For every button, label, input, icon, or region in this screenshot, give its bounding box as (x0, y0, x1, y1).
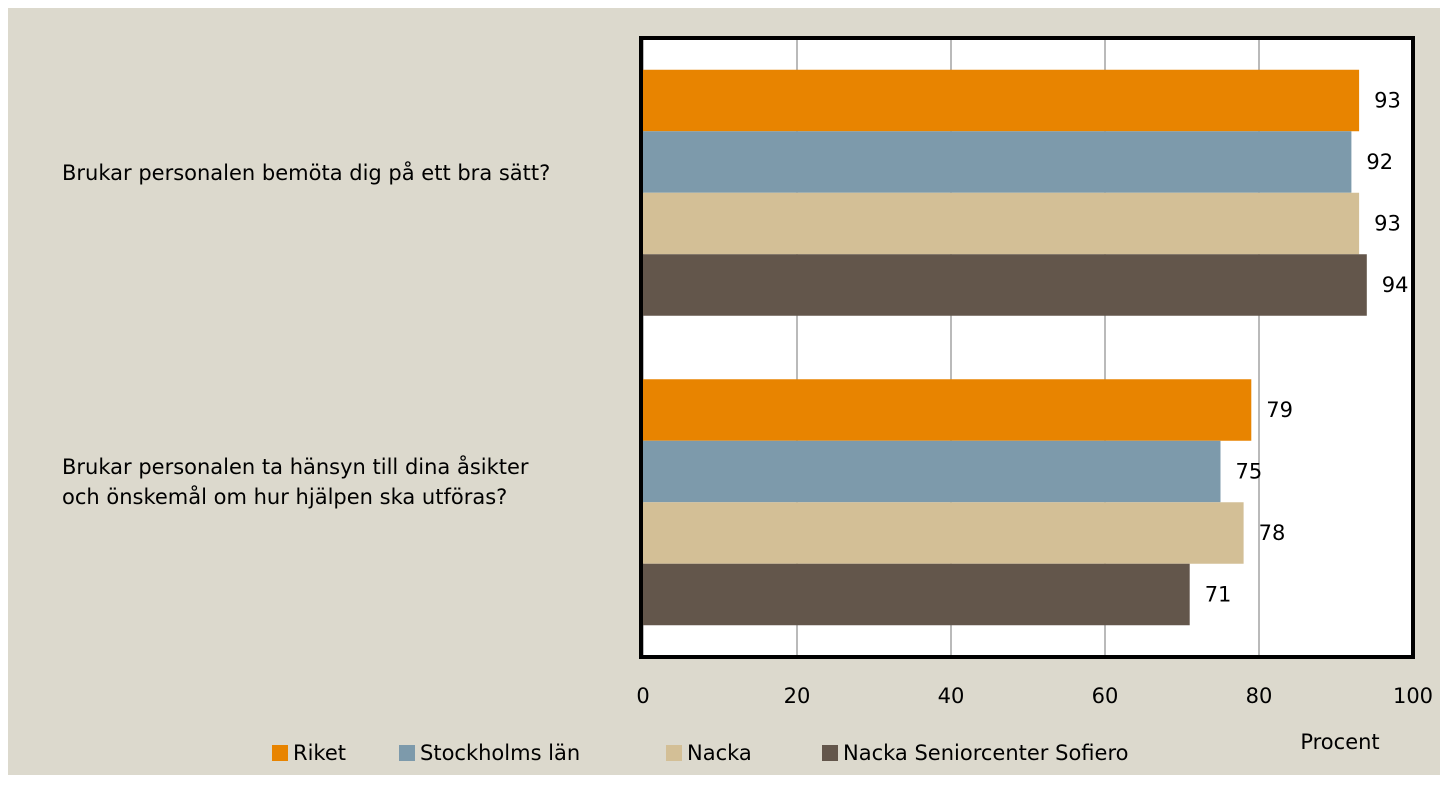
legend-label: Stockholms län (420, 741, 580, 765)
data-label: 71 (1205, 583, 1232, 607)
x-tick-label: 80 (1246, 684, 1273, 708)
legend-label: Nacka Seniorcenter Sofiero (843, 741, 1128, 765)
legend-swatch (666, 745, 682, 761)
x-tick-label: 0 (636, 684, 649, 708)
bar (643, 192, 1360, 255)
bar (643, 254, 1367, 316)
data-label: 75 (1236, 460, 1263, 484)
data-label: 93 (1374, 212, 1401, 236)
bar (643, 502, 1244, 564)
bar (643, 440, 1221, 503)
data-label: 92 (1366, 150, 1393, 174)
bar (643, 131, 1352, 193)
bar (643, 69, 1360, 132)
data-label: 79 (1266, 398, 1293, 422)
legend-swatch (822, 745, 838, 761)
category-label: Brukar personalen ta hänsyn till dina ås… (62, 455, 529, 510)
x-tick-label: 60 (1092, 684, 1119, 708)
plot-border (639, 36, 1415, 659)
x-tick-label: 100 (1393, 684, 1433, 708)
x-tick-label: 40 (938, 684, 965, 708)
x-axis-label: Procent (1300, 730, 1379, 754)
x-tick-label: 20 (784, 684, 811, 708)
legend-swatch (399, 745, 415, 761)
bar (643, 379, 1252, 441)
category-label: Brukar personalen bemöta dig på ett bra … (62, 160, 551, 185)
bar (643, 563, 1190, 626)
legend-label: Riket (293, 741, 346, 765)
data-label: 78 (1259, 521, 1286, 545)
legend-label: Nacka (687, 741, 752, 765)
legend-swatch (272, 745, 288, 761)
data-label: 93 (1374, 89, 1401, 113)
data-label: 94 (1382, 273, 1409, 297)
